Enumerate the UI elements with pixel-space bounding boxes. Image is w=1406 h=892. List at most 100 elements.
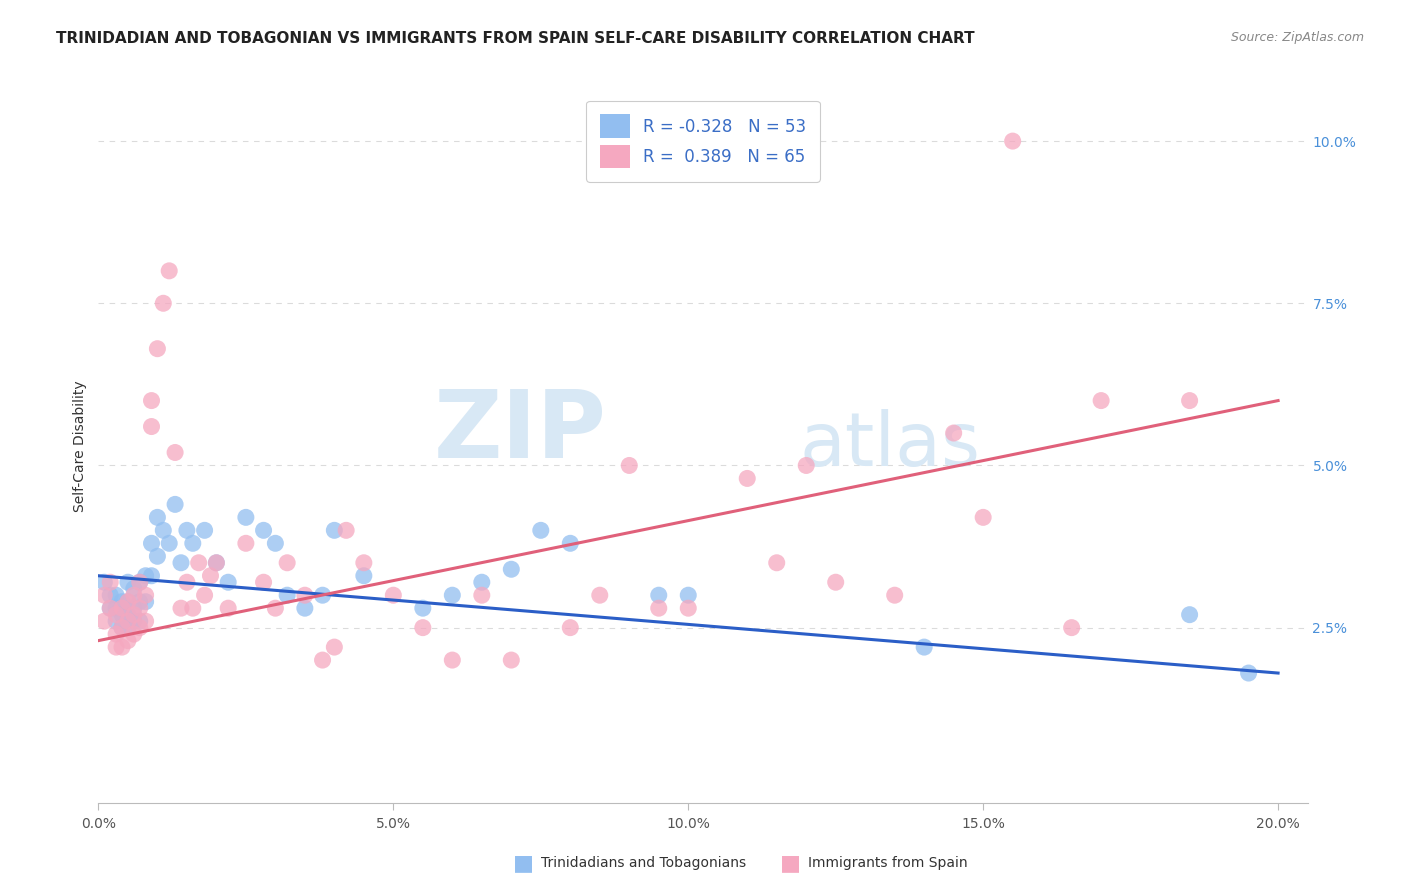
Point <box>111 595 134 609</box>
Point <box>122 607 145 622</box>
Point <box>530 524 553 538</box>
Point <box>117 614 139 628</box>
Point <box>323 640 346 654</box>
Point <box>187 556 209 570</box>
Point <box>264 601 287 615</box>
Point <box>98 601 121 615</box>
Point <box>117 595 139 609</box>
Point <box>217 601 239 615</box>
Point <box>794 458 817 473</box>
Point <box>157 264 180 278</box>
Point <box>194 588 217 602</box>
Point <box>117 621 139 635</box>
Point <box>135 595 157 609</box>
Point <box>205 556 228 570</box>
Point <box>648 601 671 615</box>
Text: Source: ZipAtlas.com: Source: ZipAtlas.com <box>1230 31 1364 45</box>
Point <box>98 588 121 602</box>
Point <box>165 445 187 459</box>
Point <box>128 614 150 628</box>
Text: ■: ■ <box>513 854 534 873</box>
Point <box>335 524 357 538</box>
Point <box>141 393 163 408</box>
Point <box>181 536 204 550</box>
Point <box>912 640 935 654</box>
Point <box>111 621 134 635</box>
Text: ZIP: ZIP <box>433 385 606 478</box>
Point <box>170 601 193 615</box>
Text: ■: ■ <box>780 854 801 873</box>
Point <box>501 562 523 576</box>
Point <box>122 614 145 628</box>
Text: Immigrants from Spain: Immigrants from Spain <box>808 856 969 871</box>
Point <box>146 342 169 356</box>
Point <box>117 595 139 609</box>
Point <box>765 556 787 570</box>
Point <box>135 588 157 602</box>
Y-axis label: Self-Care Disability: Self-Care Disability <box>73 380 87 512</box>
Point <box>122 627 145 641</box>
Point <box>501 653 523 667</box>
Point <box>311 653 333 667</box>
Point <box>382 588 405 602</box>
Point <box>105 601 128 615</box>
Point <box>128 575 150 590</box>
Point <box>217 575 239 590</box>
Point <box>735 471 758 485</box>
Point <box>412 621 434 635</box>
Point <box>105 614 128 628</box>
Point <box>122 588 145 602</box>
Point <box>135 614 157 628</box>
Point <box>1001 134 1024 148</box>
Point <box>252 575 274 590</box>
Point <box>412 601 434 615</box>
Point <box>122 582 145 596</box>
Point <box>98 601 121 615</box>
Point <box>117 607 139 622</box>
Point <box>117 575 139 590</box>
Point <box>93 614 115 628</box>
Text: atlas: atlas <box>800 409 981 483</box>
Point <box>276 556 298 570</box>
Point <box>93 588 115 602</box>
Text: Trinidadians and Tobagonians: Trinidadians and Tobagonians <box>541 856 747 871</box>
Point <box>1060 621 1083 635</box>
Point <box>1090 393 1112 408</box>
Point <box>883 588 905 602</box>
Point <box>678 601 700 615</box>
Point <box>98 575 121 590</box>
Point <box>176 575 198 590</box>
Point <box>141 419 163 434</box>
Point <box>824 575 846 590</box>
Point <box>200 568 222 582</box>
Point <box>560 536 582 550</box>
Point <box>176 524 198 538</box>
Point <box>111 621 134 635</box>
Point <box>117 633 139 648</box>
Point <box>942 425 965 440</box>
Point <box>235 536 257 550</box>
Point <box>122 601 145 615</box>
Point <box>141 568 163 582</box>
Point <box>1178 393 1201 408</box>
Point <box>146 510 169 524</box>
Point <box>165 497 187 511</box>
Point <box>170 556 193 570</box>
Point <box>105 627 128 641</box>
Text: TRINIDADIAN AND TOBAGONIAN VS IMMIGRANTS FROM SPAIN SELF-CARE DISABILITY CORRELA: TRINIDADIAN AND TOBAGONIAN VS IMMIGRANTS… <box>56 31 974 46</box>
Point <box>252 524 274 538</box>
Point <box>276 588 298 602</box>
Point <box>152 296 174 310</box>
Point <box>105 607 128 622</box>
Point <box>441 653 464 667</box>
Point <box>441 588 464 602</box>
Point <box>235 510 257 524</box>
Point <box>311 588 333 602</box>
Point <box>111 640 134 654</box>
Point <box>128 595 150 609</box>
Point <box>128 575 150 590</box>
Legend: R = -0.328   N = 53, R =  0.389   N = 65: R = -0.328 N = 53, R = 0.389 N = 65 <box>586 101 820 182</box>
Point <box>105 640 128 654</box>
Point <box>1237 666 1260 681</box>
Point <box>648 588 671 602</box>
